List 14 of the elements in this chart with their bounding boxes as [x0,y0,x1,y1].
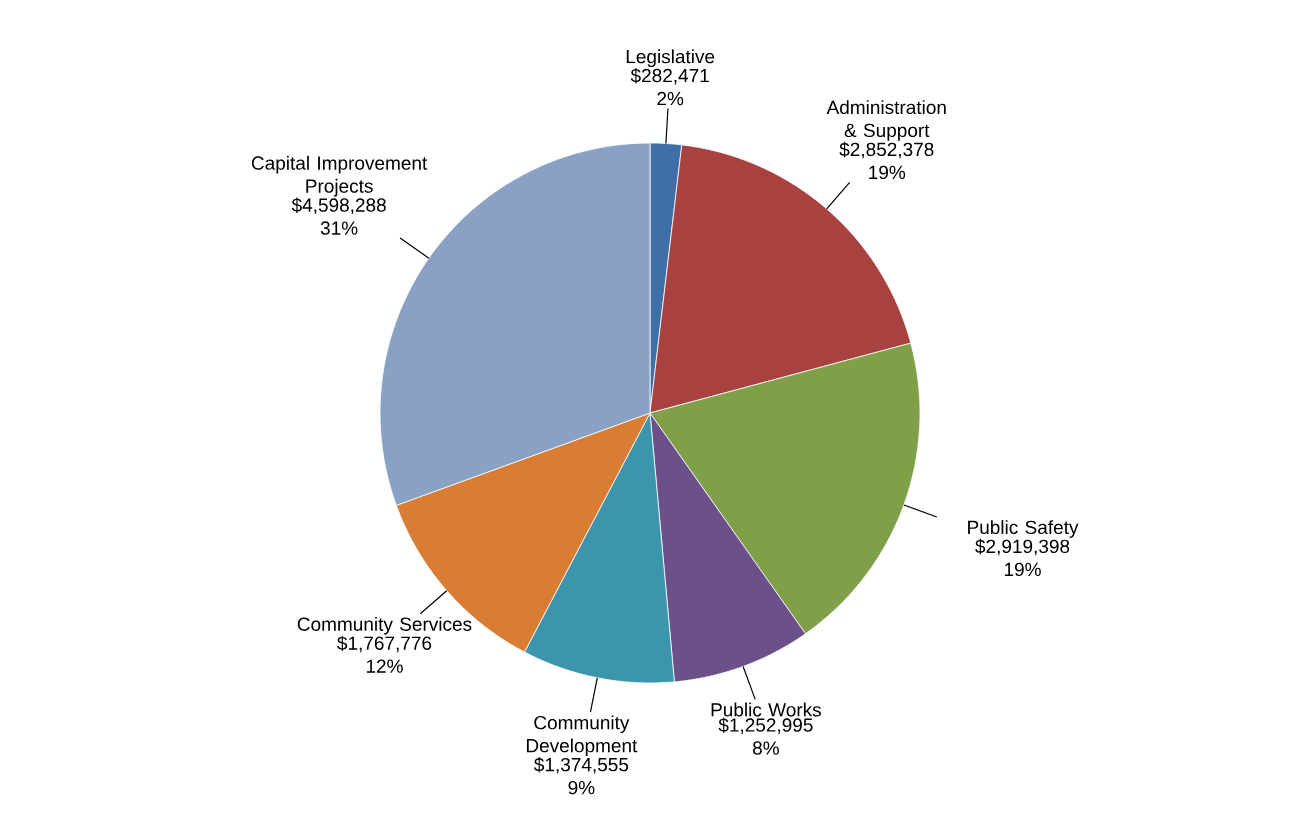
data-label: $1,252,995 8% [718,717,813,755]
slice-label: Capital Improvement Projects [251,155,428,197]
data-label: $1,374,555 9% [534,757,629,795]
slice-label: Administration & Support [826,100,946,141]
slice-label: Community Services [297,616,472,635]
slice-label: Legislative [626,49,715,68]
data-label: $2,919,398 19% [975,538,1070,577]
data-label: $4,598,288 31% [291,197,386,235]
slice-label: Public Safety [968,520,1079,538]
data-label: $2,852,378 19% [839,141,934,180]
slice-label: Community Development [526,715,638,757]
data-label: $282,471 2% [630,68,709,106]
data-label: $1,767,776 12% [337,635,432,673]
slice-label: Public Works [711,702,821,717]
